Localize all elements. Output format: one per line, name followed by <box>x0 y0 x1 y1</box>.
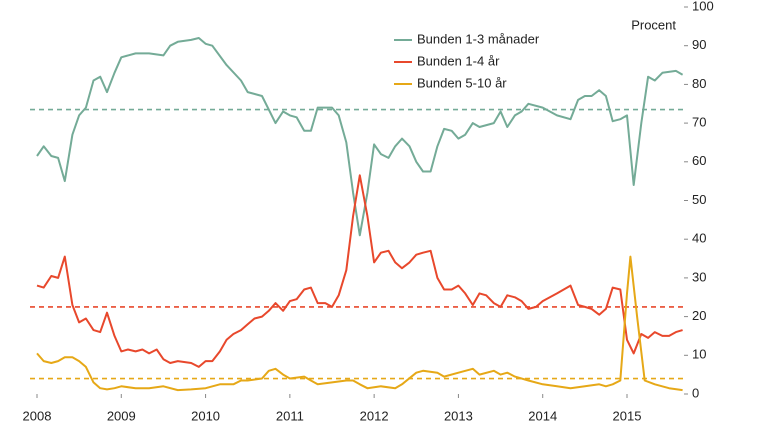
y-tick-label: 100 <box>692 0 714 13</box>
y-tick-label: 50 <box>692 192 706 207</box>
x-tick-label: 2008 <box>23 408 52 423</box>
x-tick-label: 2012 <box>360 408 389 423</box>
y-tick-label: 80 <box>692 76 706 91</box>
series-line <box>36 37 684 237</box>
x-tick-label: 2010 <box>191 408 220 423</box>
x-tick-label: 2014 <box>528 408 557 423</box>
y-tick-label: 30 <box>692 269 706 284</box>
y-tick-label: 70 <box>692 115 706 130</box>
y-tick-label: 0 <box>692 385 699 400</box>
legend-label: Bunden 1-4 år <box>417 53 500 68</box>
y-tick-label: 10 <box>692 347 706 362</box>
x-tick-label: 2011 <box>276 408 304 423</box>
series-line <box>36 174 683 368</box>
y-tick-label: 20 <box>692 308 706 323</box>
x-tick-label: 2015 <box>613 408 642 423</box>
y-tick-label: 90 <box>692 37 706 52</box>
x-tick-label: 2013 <box>444 408 473 423</box>
y-axis-label: Procent <box>631 17 676 32</box>
legend-label: Bunden 1-3 månader <box>417 31 540 46</box>
legend-label: Bunden 5-10 år <box>417 75 507 90</box>
x-tick-label: 2009 <box>107 408 136 423</box>
y-tick-label: 60 <box>692 153 706 168</box>
y-tick-label: 40 <box>692 231 706 246</box>
series-line <box>36 255 683 392</box>
